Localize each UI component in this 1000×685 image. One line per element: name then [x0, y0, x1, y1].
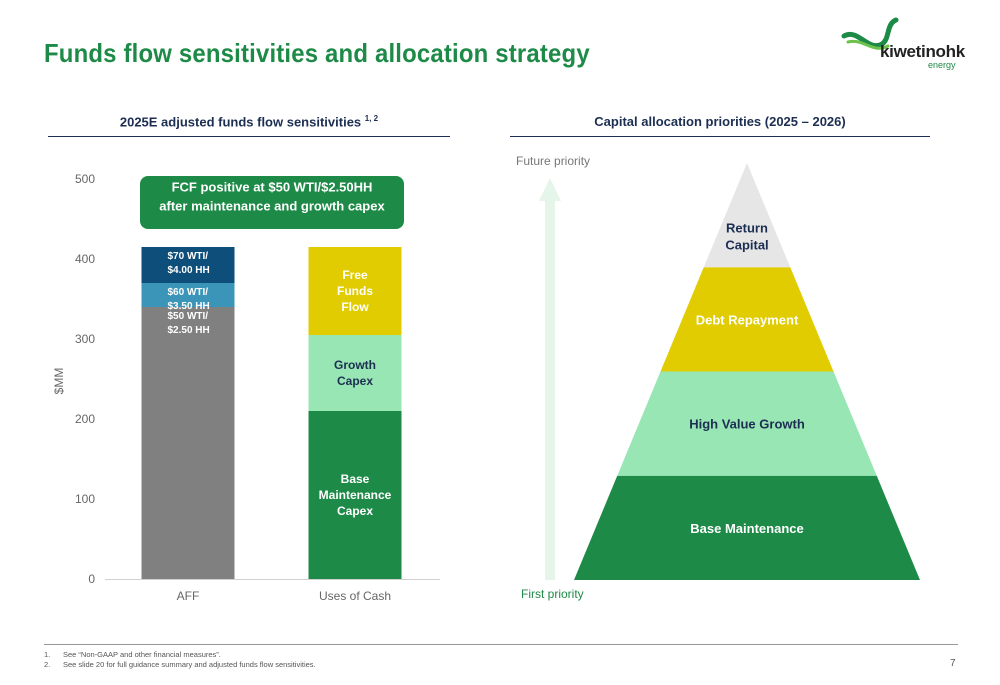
bar-segment-label: Base Maintenance Capex — [319, 472, 392, 518]
priority-pyramid: Base Maintenance High Value Growth Debt Re… — [516, 154, 920, 601]
bar-segment — [141, 247, 235, 283]
logo-wordmark: kiwetinohk — [880, 42, 965, 61]
first-priority-label: First priority — [521, 587, 584, 601]
pyramid-tier — [617, 371, 877, 476]
y-tick-label: 200 — [75, 412, 95, 426]
bar-segment-label: Free Funds Flow — [337, 268, 373, 314]
y-axis-label: $MM — [52, 368, 66, 395]
bar-segment — [141, 307, 235, 579]
footnotes: 1. See “Non-GAAP and other financial meas… — [44, 650, 316, 670]
right-heading-rule — [510, 136, 930, 137]
x-tick-label: Uses of Cash — [319, 589, 391, 603]
footnote-1: 1. See “Non-GAAP and other financial meas… — [44, 650, 221, 659]
pyramid-tier — [574, 475, 920, 580]
logo-subtitle: energy — [928, 60, 956, 70]
kiwetinohk-logo — [841, 17, 899, 50]
left-heading-text: 2025E adjusted funds flow sensitivities — [119, 114, 362, 130]
page-number: 7 — [950, 658, 956, 669]
bar-segment — [141, 283, 235, 307]
pyramid-tier — [660, 267, 834, 372]
bar-segment-label: $60 WTI/$3.50 HH — [168, 287, 210, 312]
bar-segment — [308, 411, 402, 579]
page-title: Funds flow sensitivities and allocation … — [44, 38, 590, 68]
bar-segment-label: $50 WTI/$2.50 HH — [168, 311, 210, 336]
pyramid-tier — [703, 163, 791, 268]
left-heading-footnote-ref: 1, 2 — [364, 114, 379, 123]
funds-flow-chart: 0 100 200 300 400 500 $MM AFF Uses of Cash $50 WT… — [52, 154, 920, 603]
callout-layer: FCF positive at $50 WTI/$2.50HH after mai… — [140, 176, 404, 229]
callout-box — [140, 176, 404, 229]
priority-arrow-shaft — [545, 200, 555, 580]
y-tick-label: 400 — [75, 252, 95, 266]
pyramid-tier-label: Return Capital — [725, 220, 768, 252]
left-panel-heading: 2025E adjusted funds flow sensitivities … — [48, 114, 450, 129]
y-tick-label: 100 — [75, 492, 95, 506]
left-heading-rule — [48, 136, 450, 137]
priority-arrow-head — [539, 178, 561, 201]
bar-segment-label: Growth Capex — [334, 358, 376, 388]
stacked-bar-chart: 0 100 200 300 400 500 $MM AFF Uses of Cash $50 WT… — [52, 172, 440, 603]
right-panel-heading: Capital allocation priorities (2025 – 20… — [594, 114, 846, 129]
footnote-2: 2. See slide 20 for full guidance summary… — [44, 660, 316, 669]
y-tick-label: 500 — [75, 172, 95, 186]
future-priority-label: Future priority — [516, 154, 590, 168]
pyramid-tier-label: Base Maintenance — [690, 521, 803, 536]
callout-text: FCF positive at $50 WTI/$2.50HH after mai… — [159, 180, 385, 214]
bar-segment — [308, 335, 402, 411]
pyramid-tier-label: High Value Growth — [689, 417, 805, 432]
y-tick-label: 300 — [75, 332, 95, 346]
footer-rule — [44, 644, 958, 645]
y-tick-label: 0 — [88, 572, 95, 586]
bar-segment-label: $70 WTI/$4.00 HH — [168, 251, 210, 276]
bar-segment — [308, 247, 402, 335]
x-tick-label: AFF — [177, 589, 200, 603]
pyramid-tier-label: Debt Repayment — [696, 312, 799, 327]
